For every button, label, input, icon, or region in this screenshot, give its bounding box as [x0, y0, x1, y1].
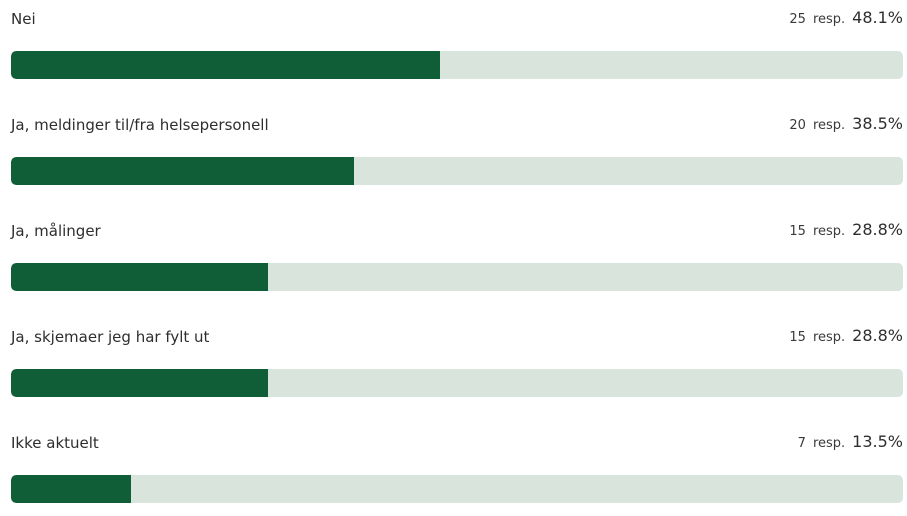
result-row: Ikke aktuelt 7 resp. 13.5%: [0, 426, 907, 516]
bar-fill: [11, 369, 268, 397]
response-count: 15: [789, 330, 806, 345]
result-row: Ja, målinger 15 resp. 28.8%: [0, 214, 907, 304]
survey-results: Nei 25 resp. 48.1% Ja, meldinger til/fra …: [0, 2, 907, 503]
option-stats: 7 resp. 13.5%: [798, 432, 903, 451]
response-count: 7: [797, 436, 806, 451]
percentage-label: 28.8%: [852, 220, 903, 239]
option-label: Nei: [11, 10, 36, 28]
bar-fill: [11, 157, 355, 185]
option-stats: 25 resp. 48.1%: [789, 8, 903, 27]
percentage-label: 38.5%: [852, 114, 903, 133]
result-row: Nei 25 resp. 48.1%: [0, 2, 907, 92]
result-row: Ja, skjemaer jeg har fylt ut 15 resp. 28.…: [0, 320, 907, 410]
option-label: Ja, skjemaer jeg har fylt ut: [11, 328, 210, 346]
response-count: 15: [789, 224, 806, 239]
response-count: 25: [789, 12, 806, 27]
bar-track: [11, 369, 903, 397]
response-suffix: resp.: [812, 330, 846, 345]
result-row: Ja, meldinger til/fra helsepersonell 20 r…: [0, 108, 907, 198]
bar-track: [11, 51, 903, 79]
bar-track: [11, 157, 903, 185]
response-suffix: resp.: [812, 12, 846, 27]
option-label: Ja, meldinger til/fra helsepersonell: [11, 116, 269, 134]
bar-fill: [11, 51, 441, 79]
percentage-label: 48.1%: [852, 8, 903, 27]
bar-fill: [11, 475, 132, 503]
percentage-label: 13.5%: [852, 432, 903, 451]
response-suffix: resp.: [812, 436, 846, 451]
option-label: Ikke aktuelt: [11, 434, 99, 452]
option-stats: 15 resp. 28.8%: [789, 220, 903, 239]
bar-fill: [11, 263, 268, 291]
percentage-label: 28.8%: [852, 326, 903, 345]
option-label: Ja, målinger: [11, 222, 101, 240]
response-suffix: resp.: [812, 118, 846, 133]
bar-track: [11, 263, 903, 291]
option-stats: 15 resp. 28.8%: [789, 326, 903, 345]
bar-track: [11, 475, 903, 503]
option-stats: 20 resp. 38.5%: [789, 114, 903, 133]
response-count: 20: [789, 118, 806, 133]
response-suffix: resp.: [812, 224, 846, 239]
